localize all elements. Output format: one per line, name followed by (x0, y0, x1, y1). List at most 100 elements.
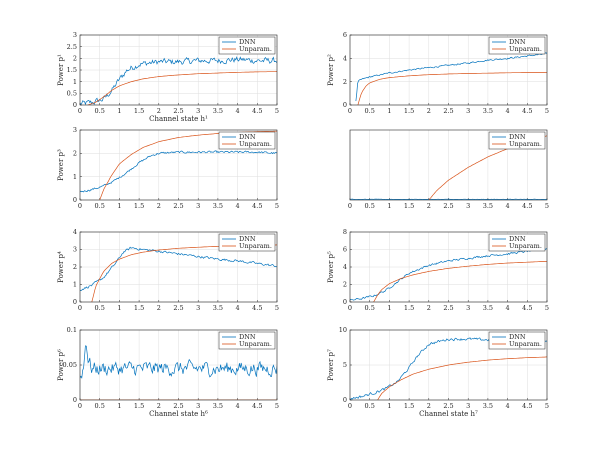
x-tick-label: 0 (348, 107, 352, 115)
x-tick-label: 0 (78, 107, 82, 115)
legend-box (488, 36, 546, 55)
y-axis-label: Power p⁴ (57, 251, 65, 283)
dnn-series-line (80, 150, 277, 193)
dnn-series-line (80, 56, 277, 105)
x-tick-label: 2.5 (173, 107, 183, 115)
x-tick-label: 2.5 (443, 304, 453, 312)
x-tick-label: 1 (117, 304, 121, 312)
x-tick-label: 4.5 (522, 402, 532, 410)
x-tick-label: 1.5 (134, 402, 144, 410)
y-tick-label: 3 (73, 31, 77, 39)
x-tick-label: 2 (427, 107, 431, 115)
subplot-1: 0 0.5 1 1.5 2 2.5 3 3.5 4 4.5 5 0 0.5 1 1.5 2 2.5 3 DNNUnp… (57, 31, 279, 123)
y-tick-label: 5 (343, 361, 347, 369)
dnn-series-line (80, 246, 277, 291)
x-tick-label: 2 (157, 202, 161, 210)
y-tick-label: 4 (343, 263, 347, 271)
x-tick-label: 3 (196, 304, 200, 312)
y-tick-label: 1.5 (67, 66, 77, 74)
x-tick-label: 3.5 (483, 402, 493, 410)
x-tick-label: 0 (78, 402, 82, 410)
x-tick-label: 2.5 (173, 304, 183, 312)
x-tick-label: 4 (506, 402, 510, 410)
y-tick-label: 0 (73, 196, 77, 204)
x-tick-label: 2.5 (443, 402, 453, 410)
x-tick-label: 4.5 (522, 107, 532, 115)
x-tick-label: 1.5 (134, 304, 144, 312)
x-tick-label: 4.5 (252, 304, 262, 312)
x-tick-label: 3.5 (213, 402, 223, 410)
x-tick-label: 2 (157, 304, 161, 312)
legend-label: DNN (509, 235, 526, 243)
x-tick-label: 3 (466, 202, 470, 210)
y-tick-label: 0 (343, 101, 347, 109)
legend-box (218, 36, 276, 55)
y-tick-label: 6 (343, 246, 347, 254)
y-tick-label: 0 (73, 396, 77, 404)
x-tick-label: 0.5 (365, 304, 375, 312)
y-axis-label: Power p⁶ (57, 349, 65, 381)
legend-box (488, 131, 546, 150)
y-tick-label: 0.5 (67, 90, 77, 98)
y-axis-label: Power p⁵ (327, 251, 335, 283)
x-tick-label: 2.5 (173, 202, 183, 210)
subplot-7: 0 0.5 1 1.5 2 2.5 3 3.5 4 4.5 5 0 0.05 0.1 DNNUnparam.… (57, 326, 279, 418)
x-tick-label: 2 (157, 107, 161, 115)
legend-box (218, 233, 276, 252)
legend-label: Unparam. (509, 140, 542, 148)
x-tick-label: 5 (545, 202, 549, 210)
unparam-series-line (377, 356, 547, 400)
plot-area (350, 248, 547, 302)
x-tick-label: 1.5 (134, 107, 144, 115)
y-tick-label: 2 (73, 55, 77, 63)
y-tick-label: 2.5 (67, 43, 77, 51)
dnn-series-line (350, 248, 547, 301)
y-tick-label: 0.1 (67, 326, 77, 334)
x-tick-label: 1 (117, 202, 121, 210)
y-tick-label: 2 (73, 263, 77, 271)
x-tick-label: 3.5 (483, 202, 493, 210)
x-tick-label: 0.5 (95, 107, 105, 115)
y-tick-label: 0 (73, 298, 77, 306)
x-tick-label: 3 (196, 202, 200, 210)
x-tick-label: 1.5 (404, 202, 414, 210)
y-tick-label: 1 (73, 281, 77, 289)
y-tick-label: 4 (343, 55, 347, 63)
x-tick-label: 3 (196, 107, 200, 115)
x-tick-label: 0.5 (365, 107, 375, 115)
axes-box (79, 329, 278, 401)
x-tick-label: 1 (117, 402, 121, 410)
legend-box (218, 131, 276, 150)
legend-label: Unparam. (509, 242, 542, 250)
y-tick-label: 3 (73, 246, 77, 254)
x-tick-label: 2 (427, 304, 431, 312)
legend-label: Unparam. (239, 242, 272, 250)
axes-box (349, 129, 548, 201)
x-tick-label: 2.5 (443, 202, 453, 210)
x-tick-label: 5 (275, 107, 279, 115)
x-tick-label: 3 (466, 107, 470, 115)
x-axis-label: Channel state h⁶ (149, 410, 208, 418)
x-tick-label: 0 (348, 304, 352, 312)
x-tick-label: 4.5 (522, 202, 532, 210)
y-tick-label: 0 (343, 298, 347, 306)
x-tick-label: 5 (545, 402, 549, 410)
x-tick-label: 2.5 (443, 107, 453, 115)
x-tick-label: 0.5 (95, 304, 105, 312)
x-tick-label: 0 (78, 202, 82, 210)
x-tick-label: 1 (117, 107, 121, 115)
legend-label: DNN (509, 333, 526, 341)
x-tick-label: 2 (157, 402, 161, 410)
y-tick-label: 8 (343, 228, 347, 236)
x-tick-label: 3.5 (213, 304, 223, 312)
legend-label: Unparam. (239, 340, 272, 348)
x-tick-label: 0.5 (95, 402, 105, 410)
